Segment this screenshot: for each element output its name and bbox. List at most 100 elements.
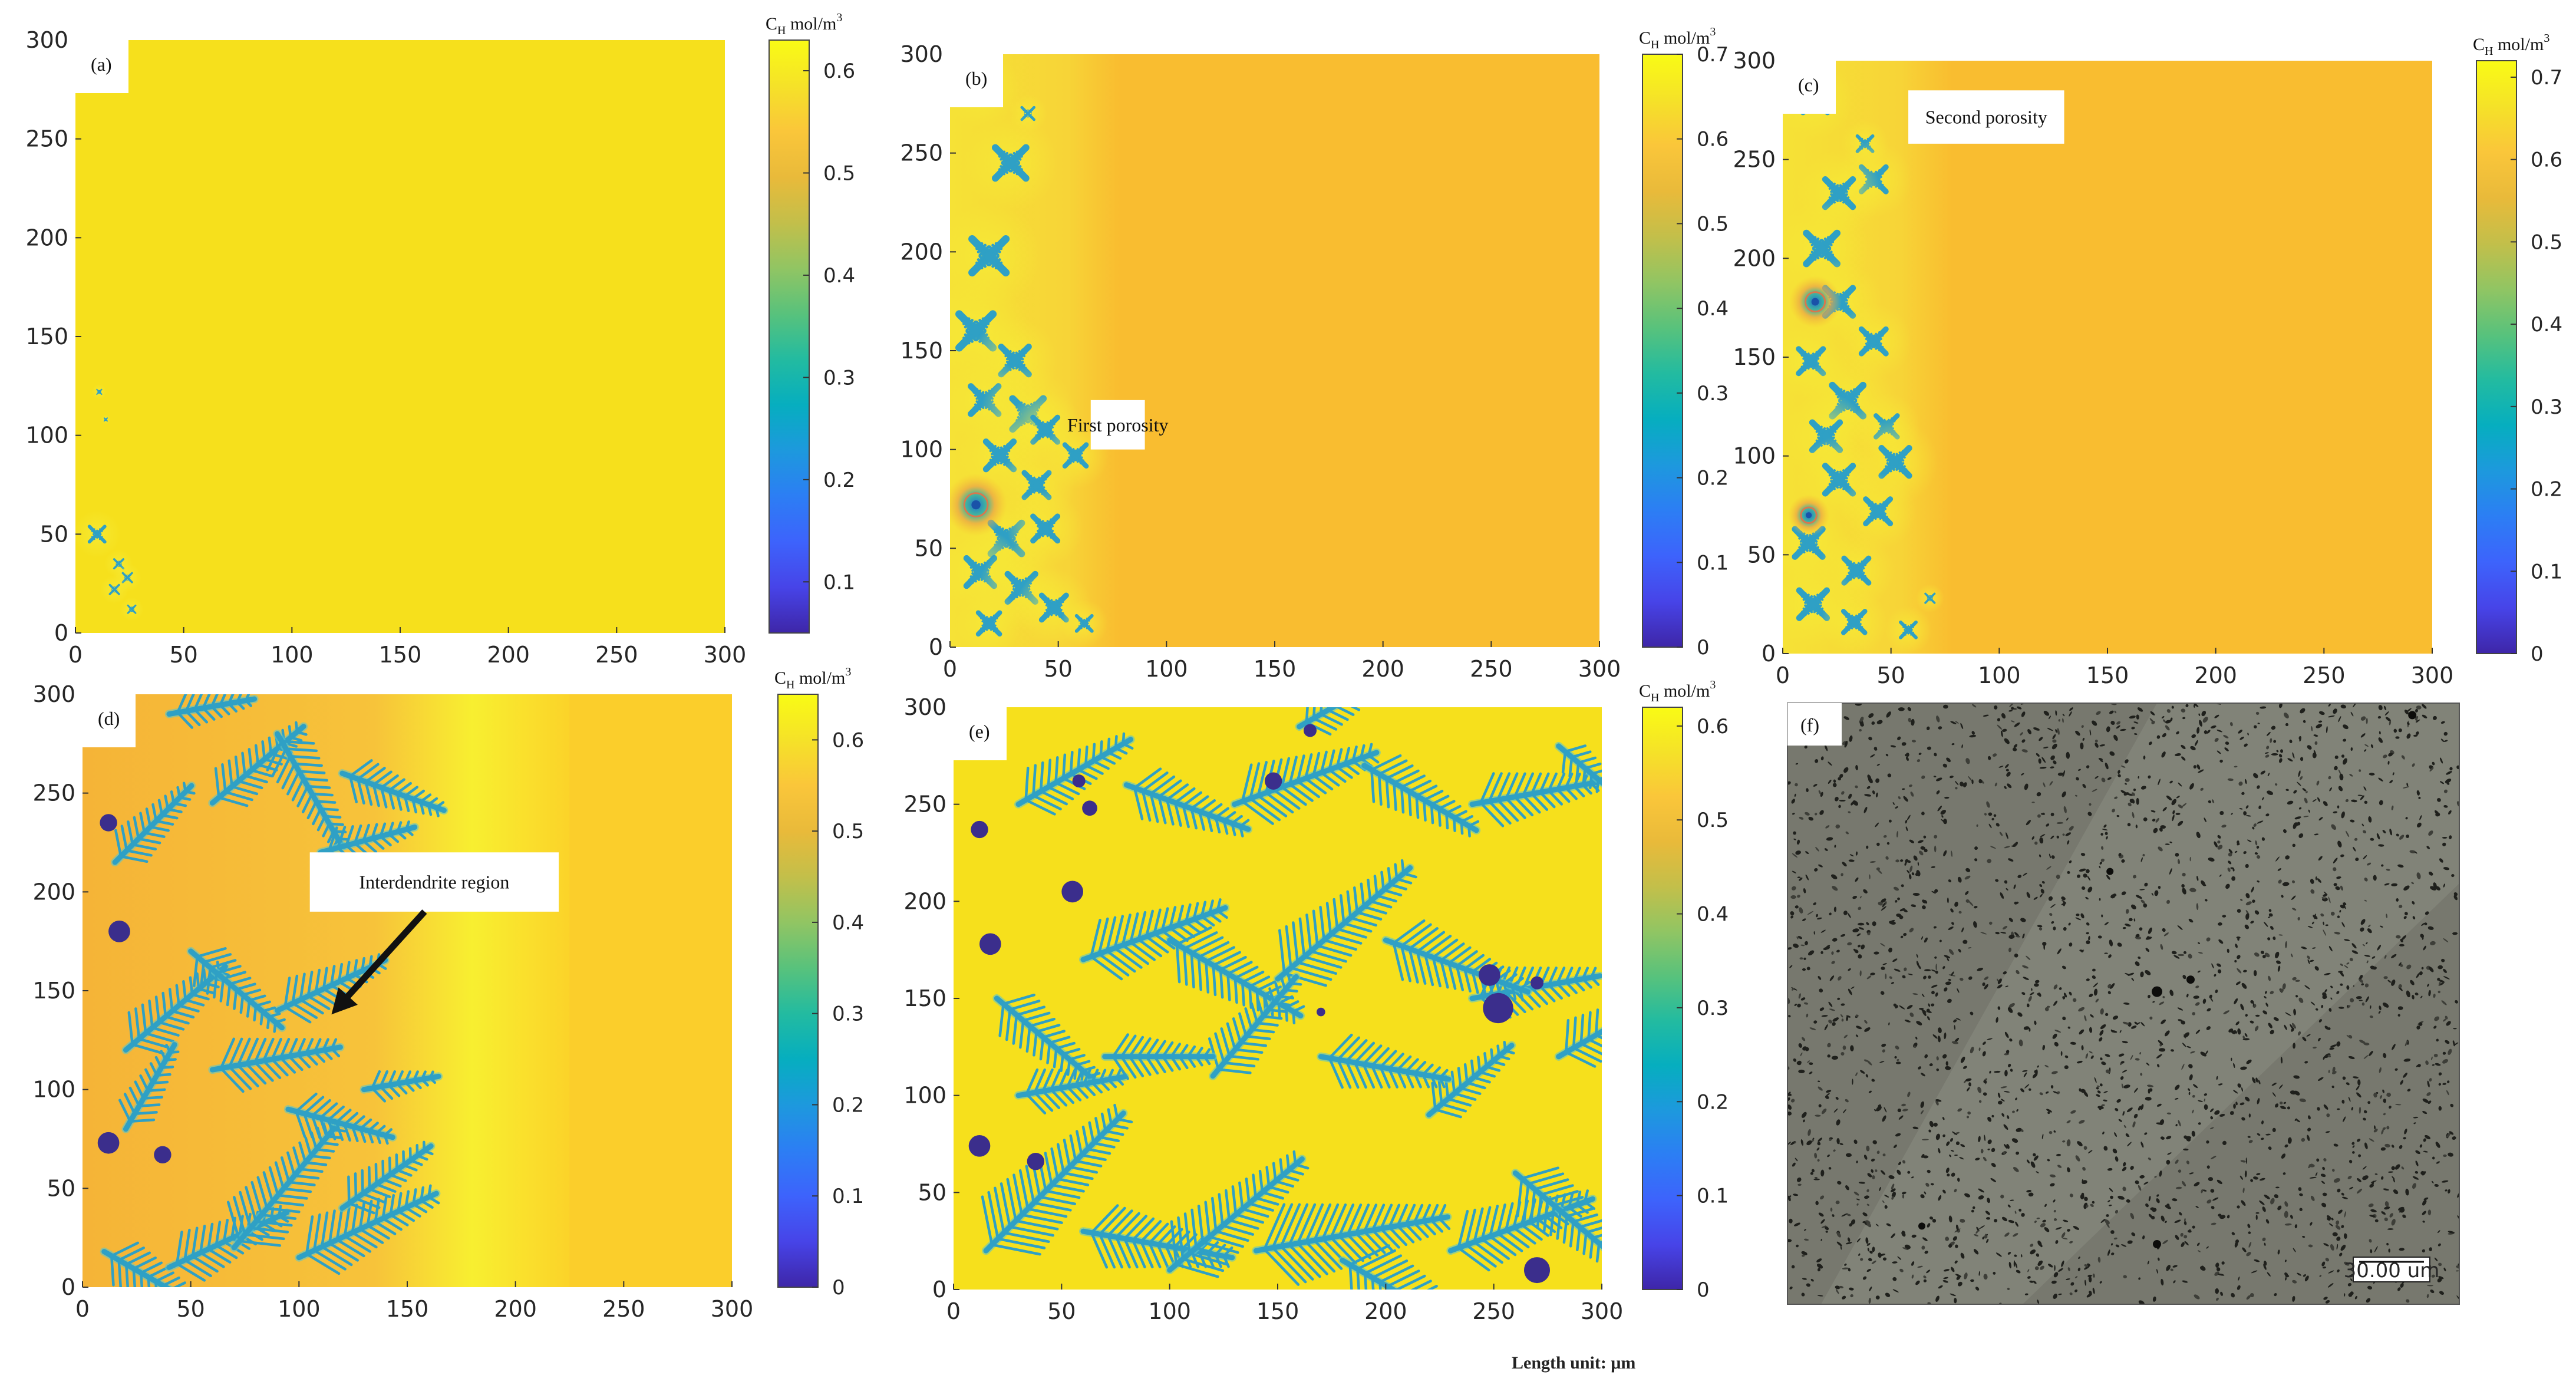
x-tick-label: 250	[2303, 662, 2346, 688]
y-tick-label: 200	[1733, 245, 1776, 271]
annotation-text: Interdendrite region	[359, 872, 509, 893]
pore	[108, 921, 130, 942]
plot-area-a	[75, 40, 725, 633]
x-tick-label: 100	[1148, 1298, 1191, 1324]
x-tick-label: 0	[1776, 662, 1790, 688]
x-tick-label: 0	[75, 1296, 90, 1322]
dendrite-arm	[226, 1116, 347, 1252]
dendrite-arm	[1014, 1068, 1129, 1114]
colorbar-tick-label: 0.2	[832, 1093, 864, 1117]
equiaxed-grain	[1858, 326, 1889, 357]
dendrite-arm	[273, 953, 390, 1024]
x-tick-label: 150	[386, 1296, 429, 1322]
colorbar-tick-label: 0.1	[832, 1185, 864, 1208]
plot-area-c	[1783, 61, 2432, 654]
panel-label: (c)	[1798, 74, 1819, 95]
panel-label: (d)	[98, 708, 120, 729]
pore	[1082, 800, 1097, 816]
scale-bar-label: 30.00 um	[2344, 1259, 2440, 1282]
x-tick-label: 0	[946, 1298, 961, 1324]
dendrite-arm	[1252, 1203, 1452, 1286]
micrograph-frame	[1787, 703, 2460, 1305]
x-tick-label: 150	[379, 642, 422, 668]
colorbar-tick-label: 0.6	[1697, 128, 1729, 151]
colorbar-title: CH mol/m3	[766, 11, 842, 37]
dendrite-arm	[100, 1241, 192, 1287]
pore	[1805, 512, 1812, 519]
colorbar-tick-label: 0.7	[2531, 66, 2562, 90]
micrograph-pore	[2152, 986, 2162, 997]
y-tick-label: 300	[1733, 48, 1776, 74]
colorbar-tick-label: 0.4	[2531, 313, 2562, 337]
colorbar-tick-label: 0.3	[823, 366, 855, 390]
equiaxed-grain	[968, 235, 1010, 277]
y-tick-label: 200	[32, 879, 75, 905]
micrograph-pore	[1918, 1222, 1925, 1230]
panel-label-box	[74, 39, 128, 93]
equiaxed-grain	[975, 610, 1002, 637]
y-tick-label: 250	[903, 792, 946, 817]
colorbar-tick-label: 0.4	[832, 911, 864, 935]
y-tick-label: 50	[918, 1179, 946, 1205]
pore-ring	[1805, 291, 1826, 313]
x-tick-label: 50	[1044, 656, 1072, 682]
y-tick-label: 150	[903, 985, 946, 1011]
x-tick-label: 200	[2194, 662, 2237, 688]
x-tick-label: 200	[494, 1296, 537, 1322]
panel-label-box	[1787, 703, 1842, 746]
y-tick-label: 300	[903, 694, 946, 720]
colorbar-tick-label: 0.3	[1697, 382, 1729, 405]
equiaxed-grain	[1899, 620, 1918, 639]
equiaxed-grain	[1841, 555, 1872, 586]
dendrite-arm	[186, 947, 286, 1033]
colorbar-tick-label: 0	[1697, 1278, 1710, 1302]
x-tick-label: 250	[595, 642, 638, 668]
colorbar-tick-label: 0.4	[1697, 903, 1729, 926]
colorbar-tick-label: 0.5	[2531, 230, 2562, 254]
dendrite-arm	[338, 1140, 436, 1215]
y-tick-label: 100	[32, 1077, 75, 1103]
pore	[1061, 881, 1083, 903]
colorbar-tick-label: 0.4	[823, 264, 855, 288]
pore	[1265, 772, 1282, 790]
pore	[1027, 1152, 1045, 1170]
micrograph-pore	[2106, 868, 2114, 875]
y-tick-label: 200	[900, 239, 943, 265]
pore	[97, 1132, 120, 1154]
x-tick-label: 100	[271, 642, 314, 668]
colorbar-tick-label: 0.1	[2531, 560, 2562, 583]
panel-c: 0 50 100 150 200 250 300 0 50 100 150 200 250 300 (c) S…	[1733, 32, 2562, 688]
dendrite-arm	[295, 1184, 441, 1275]
y-tick-label: 150	[32, 978, 75, 1004]
colorbar-tick-label: 0.3	[1697, 997, 1729, 1020]
dendrite-arm	[283, 1092, 397, 1145]
x-tick-label: 100	[1145, 656, 1188, 682]
colorbar-tick-label: 0	[832, 1276, 845, 1300]
colorbar-d	[777, 694, 819, 1288]
x-tick-label: 150	[1256, 1298, 1299, 1324]
dendrite-arm	[1274, 859, 1417, 987]
equiaxed-grain	[992, 144, 1030, 182]
micrograph-pore	[2408, 711, 2417, 720]
colorbar-tick-label: 0	[1697, 636, 1710, 659]
x-tick-label: 250	[1470, 656, 1513, 682]
dendrite-arm	[1230, 743, 1381, 825]
pore	[1304, 724, 1317, 737]
equiaxed-grain	[1863, 496, 1894, 527]
equiaxed-grain	[1796, 587, 1830, 621]
dendrite-arm	[1079, 898, 1230, 981]
colorbar-b	[1642, 54, 1683, 648]
colorbar-tick-label: 0.4	[1697, 297, 1729, 321]
x-tick-label: 0	[943, 656, 957, 682]
dendrite-arm	[208, 721, 308, 807]
x-tick-label: 100	[278, 1296, 321, 1322]
x-tick-label: 100	[1978, 662, 2021, 688]
panel-label: (e)	[969, 721, 990, 742]
y-tick-label: 250	[1733, 147, 1776, 173]
pore	[154, 1146, 171, 1164]
y-tick-label: 50	[47, 1175, 75, 1201]
panel-label: (a)	[91, 54, 112, 75]
y-tick-label: 100	[903, 1083, 946, 1109]
colorbar-title: CH mol/m3	[1639, 25, 1716, 51]
